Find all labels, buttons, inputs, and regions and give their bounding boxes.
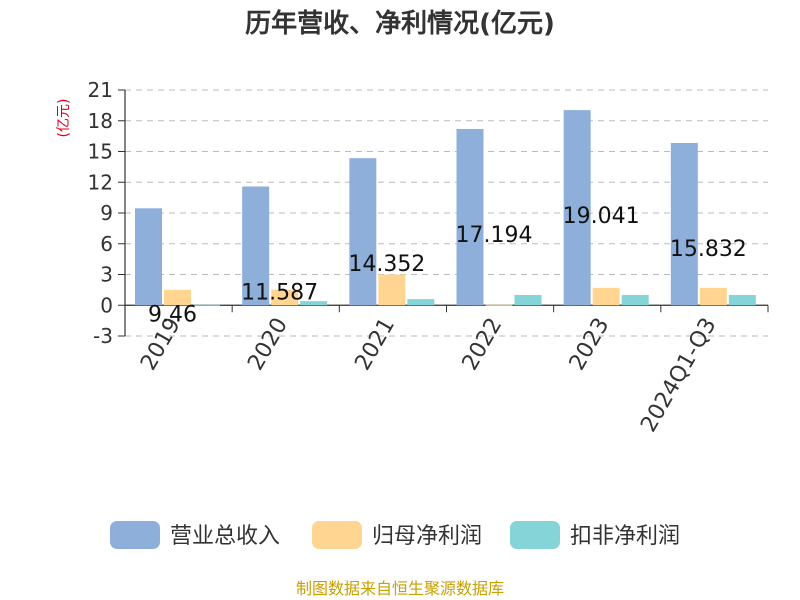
legend-label: 扣非净利润 bbox=[570, 524, 680, 549]
y-tick-label: 15 bbox=[88, 140, 113, 164]
bar bbox=[621, 295, 649, 306]
bar bbox=[407, 299, 435, 306]
source-note: 制图数据来自恒生聚源数据库 bbox=[296, 579, 504, 598]
x-axis: 2019 2020 2021 2022 2023 2024Q1-Q3 bbox=[124, 304, 769, 437]
bar bbox=[728, 295, 756, 306]
y-tick-label: 18 bbox=[88, 109, 113, 133]
chart-title: 历年营收、净利情况(亿元) bbox=[245, 8, 555, 39]
bar bbox=[563, 110, 591, 306]
bar bbox=[699, 287, 727, 306]
data-label: 11.587 bbox=[241, 280, 318, 305]
y-tick-label: 9 bbox=[100, 201, 113, 225]
bar bbox=[193, 304, 220, 306]
data-label: 9.46 bbox=[148, 302, 197, 327]
bar bbox=[349, 158, 377, 306]
y-tick-label: -3 bbox=[93, 324, 113, 348]
x-tick-label: 2024Q1-Q3 bbox=[636, 314, 721, 437]
data-label: 17.194 bbox=[456, 223, 533, 248]
y-tick-label: 3 bbox=[100, 263, 113, 287]
bar bbox=[164, 289, 191, 306]
bar bbox=[485, 304, 513, 306]
bar bbox=[670, 142, 698, 306]
y-tick-label: 21 bbox=[88, 78, 113, 102]
bar bbox=[456, 129, 484, 306]
y-axis-unit-label: (亿元) bbox=[56, 99, 72, 138]
data-label: 15.832 bbox=[670, 237, 747, 262]
y-tick-label: 6 bbox=[100, 232, 113, 256]
legend-swatch bbox=[110, 521, 160, 549]
x-tick-label: 2021 bbox=[350, 314, 400, 375]
y-tick-label: 0 bbox=[100, 293, 113, 317]
bar bbox=[514, 295, 542, 306]
bar bbox=[592, 287, 620, 306]
legend: 营业总收入 归母净利润 扣非净利润 bbox=[110, 521, 680, 549]
y-axis: -3 0 3 6 9 12 15 18 21 bbox=[88, 78, 126, 348]
bar bbox=[135, 208, 162, 306]
legend-label: 归母净利润 bbox=[372, 524, 482, 549]
x-tick-label: 2023 bbox=[565, 314, 615, 375]
y-tick-label: 12 bbox=[88, 170, 113, 194]
legend-label: 营业总收入 bbox=[170, 524, 280, 549]
x-tick-label: 2020 bbox=[243, 314, 293, 375]
data-labels: 9.46 11.587 14.352 17.194 19.041 15.832 bbox=[148, 204, 747, 327]
legend-swatch bbox=[312, 521, 362, 549]
bar bbox=[300, 301, 328, 306]
data-label: 19.041 bbox=[563, 204, 640, 229]
bar bbox=[271, 289, 299, 306]
bar bbox=[378, 274, 406, 306]
x-tick-label: 2022 bbox=[458, 314, 508, 375]
data-label: 14.352 bbox=[348, 252, 425, 277]
legend-swatch bbox=[510, 521, 560, 549]
bars bbox=[135, 110, 756, 306]
bar bbox=[242, 186, 270, 306]
